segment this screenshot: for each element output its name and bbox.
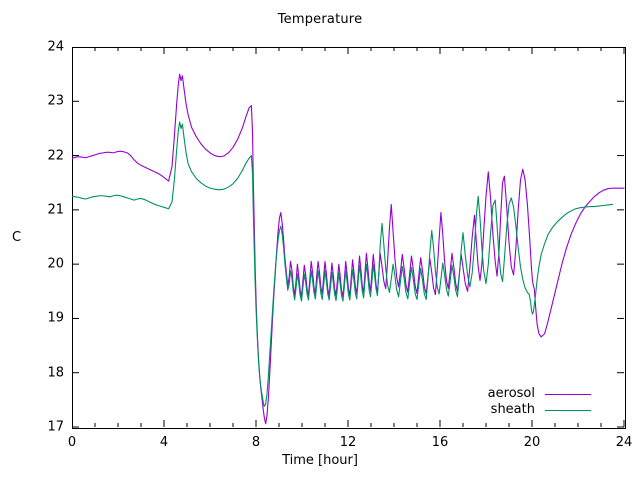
chart-title: Temperature	[277, 12, 363, 27]
x-tick-label: 20	[523, 435, 541, 450]
axis-ticks	[72, 47, 625, 428]
y-tick-label: 23	[47, 93, 64, 109]
legend-label-aerosol: aerosol	[487, 386, 535, 401]
y-tick-label: 18	[47, 365, 64, 381]
legend-swatch-sheath	[545, 410, 591, 411]
y-axis-label: C	[12, 230, 22, 245]
y-tick-label: 22	[47, 148, 64, 164]
legend-label-sheath: sheath	[490, 402, 535, 417]
x-tick-label: 8	[251, 435, 261, 450]
y-tick-label: 21	[47, 202, 64, 218]
x-tick-label: 24	[615, 435, 633, 450]
plot-area-border	[72, 47, 626, 429]
legend-swatch-aerosol	[545, 394, 591, 395]
x-tick-label: 0	[67, 435, 77, 450]
series-line-sheath	[72, 121, 614, 407]
x-axis-label: Time [hour]	[282, 453, 358, 468]
y-tick-label: 19	[47, 310, 64, 326]
y-tick-label: 17	[47, 419, 64, 435]
x-tick-label: 4	[159, 435, 169, 450]
x-tick-label: 12	[339, 435, 357, 450]
y-tick-label: 20	[47, 256, 64, 272]
x-tick-label: 16	[431, 435, 449, 450]
series-line-aerosol	[72, 73, 625, 425]
y-tick-label: 24	[47, 39, 64, 55]
data-series-group	[72, 73, 625, 425]
plot-canvas	[72, 47, 625, 428]
